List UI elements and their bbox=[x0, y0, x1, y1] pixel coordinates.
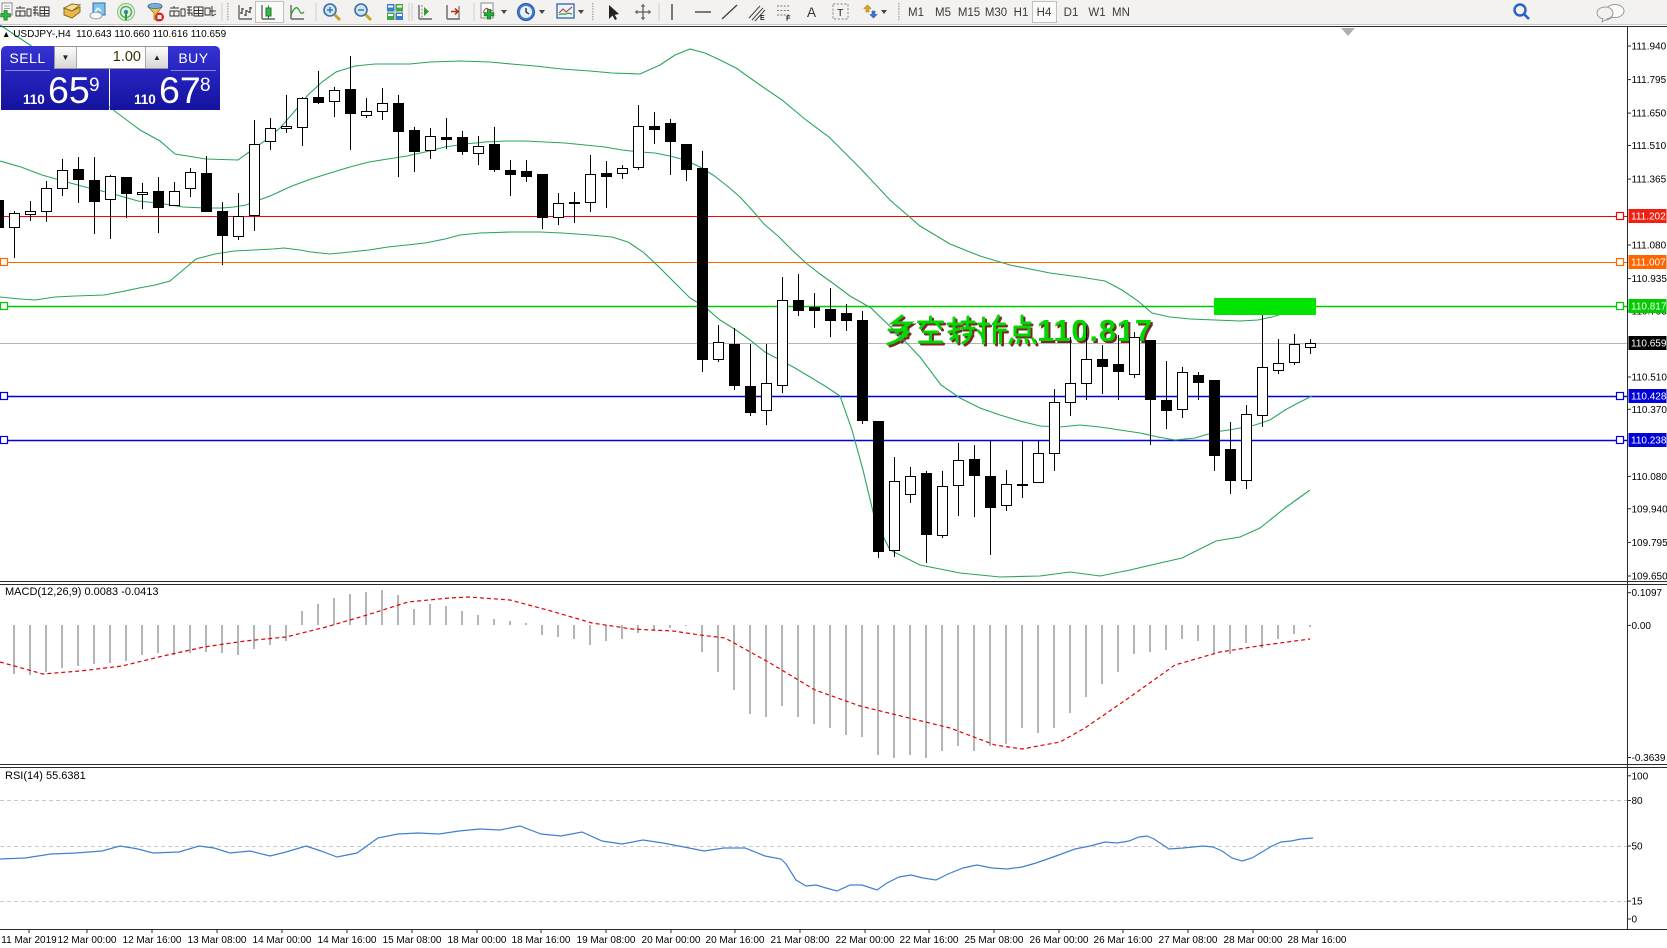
svg-text:0.1097: 0.1097 bbox=[1632, 588, 1663, 599]
svg-text:0: 0 bbox=[1632, 915, 1638, 926]
svg-text:109.795: 109.795 bbox=[1632, 538, 1667, 549]
svg-text:M15: M15 bbox=[958, 7, 980, 19]
svg-text:F: F bbox=[786, 14, 791, 23]
svg-text:18 Mar 16:00: 18 Mar 16:00 bbox=[512, 935, 571, 946]
svg-text:15: 15 bbox=[1632, 897, 1644, 908]
svg-text:21 Mar 08:00: 21 Mar 08:00 bbox=[771, 935, 830, 946]
svg-text:111.365: 111.365 bbox=[1632, 175, 1667, 186]
svg-text:110.238: 110.238 bbox=[1631, 436, 1667, 447]
svg-text:14 Mar 16:00: 14 Mar 16:00 bbox=[318, 935, 377, 946]
svg-text:13 Mar 08:00: 13 Mar 08:00 bbox=[188, 935, 247, 946]
svg-text:MN: MN bbox=[1112, 7, 1130, 19]
svg-text:20 Mar 00:00: 20 Mar 00:00 bbox=[642, 935, 701, 946]
svg-text:22 Mar 00:00: 22 Mar 00:00 bbox=[836, 935, 895, 946]
svg-text:80: 80 bbox=[1632, 796, 1644, 807]
svg-text:110.817: 110.817 bbox=[1631, 302, 1667, 313]
svg-text:111.080: 111.080 bbox=[1632, 241, 1667, 252]
svg-text:H4: H4 bbox=[1037, 7, 1052, 19]
svg-text:111.007: 111.007 bbox=[1631, 258, 1666, 269]
svg-text:20 Mar 16:00: 20 Mar 16:00 bbox=[706, 935, 765, 946]
svg-text:109.650: 109.650 bbox=[1632, 572, 1667, 583]
svg-text:26 Mar 16:00: 26 Mar 16:00 bbox=[1094, 935, 1153, 946]
svg-text:MACD(12,26,9) 0.0083 -0.0413: MACD(12,26,9) 0.0083 -0.0413 bbox=[5, 586, 158, 598]
svg-text:111.510: 111.510 bbox=[1632, 141, 1667, 152]
svg-text:111.650: 111.650 bbox=[1632, 109, 1667, 120]
svg-text:110.659: 110.659 bbox=[1631, 339, 1667, 350]
svg-text:0.00: 0.00 bbox=[1632, 621, 1652, 632]
svg-text:RSI(14) 55.6381: RSI(14) 55.6381 bbox=[5, 770, 86, 782]
svg-text:H1: H1 bbox=[1014, 7, 1029, 19]
svg-text:110.510: 110.510 bbox=[1632, 373, 1667, 384]
svg-text:15 Mar 08:00: 15 Mar 08:00 bbox=[383, 935, 442, 946]
svg-text:E: E bbox=[760, 15, 765, 22]
svg-text:12 Mar 16:00: 12 Mar 16:00 bbox=[123, 935, 182, 946]
svg-text:-0.3639: -0.3639 bbox=[1632, 753, 1666, 764]
svg-text:28 Mar 00:00: 28 Mar 00:00 bbox=[1224, 935, 1283, 946]
svg-text:14 Mar 00:00: 14 Mar 00:00 bbox=[253, 935, 312, 946]
svg-text:110.370: 110.370 bbox=[1632, 405, 1667, 416]
svg-text:18 Mar 00:00: 18 Mar 00:00 bbox=[448, 935, 507, 946]
svg-text:25 Mar 08:00: 25 Mar 08:00 bbox=[965, 935, 1024, 946]
svg-text:110.080: 110.080 bbox=[1632, 472, 1667, 483]
svg-text:19 Mar 08:00: 19 Mar 08:00 bbox=[577, 935, 636, 946]
svg-text:50: 50 bbox=[1632, 842, 1644, 853]
svg-text:27 Mar 08:00: 27 Mar 08:00 bbox=[1159, 935, 1218, 946]
svg-text:M30: M30 bbox=[985, 7, 1007, 19]
svg-text:111.795: 111.795 bbox=[1632, 75, 1667, 86]
svg-text:111.940: 111.940 bbox=[1632, 42, 1667, 53]
svg-text:T: T bbox=[837, 7, 844, 19]
svg-text:111.202: 111.202 bbox=[1631, 212, 1666, 223]
svg-text:M1: M1 bbox=[908, 7, 924, 19]
svg-text:A: A bbox=[807, 5, 816, 20]
svg-text:D1: D1 bbox=[1064, 7, 1079, 19]
svg-text:100: 100 bbox=[1632, 771, 1649, 782]
svg-text:11 Mar 2019: 11 Mar 2019 bbox=[1, 935, 57, 946]
svg-text:109.940: 109.940 bbox=[1632, 504, 1667, 515]
svg-text:W1: W1 bbox=[1088, 7, 1105, 19]
svg-text:110.428: 110.428 bbox=[1631, 392, 1667, 403]
svg-text:12 Mar 00:00: 12 Mar 00:00 bbox=[58, 935, 117, 946]
svg-text:26 Mar 00:00: 26 Mar 00:00 bbox=[1030, 935, 1089, 946]
svg-text:M5: M5 bbox=[935, 7, 951, 19]
svg-text:22 Mar 16:00: 22 Mar 16:00 bbox=[900, 935, 959, 946]
svg-text:28 Mar 16:00: 28 Mar 16:00 bbox=[1288, 935, 1347, 946]
svg-text:110.935: 110.935 bbox=[1632, 274, 1667, 285]
